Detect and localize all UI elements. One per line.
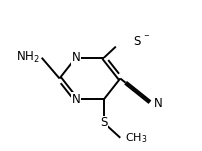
- Text: NH$_2$: NH$_2$: [16, 50, 40, 65]
- Text: CH$_3$: CH$_3$: [125, 131, 147, 145]
- Text: S: S: [134, 35, 141, 48]
- Text: N: N: [72, 93, 80, 106]
- Text: $^-$: $^-$: [142, 33, 150, 43]
- Text: N: N: [72, 51, 80, 64]
- Text: N: N: [154, 97, 162, 110]
- Text: S: S: [100, 116, 108, 129]
